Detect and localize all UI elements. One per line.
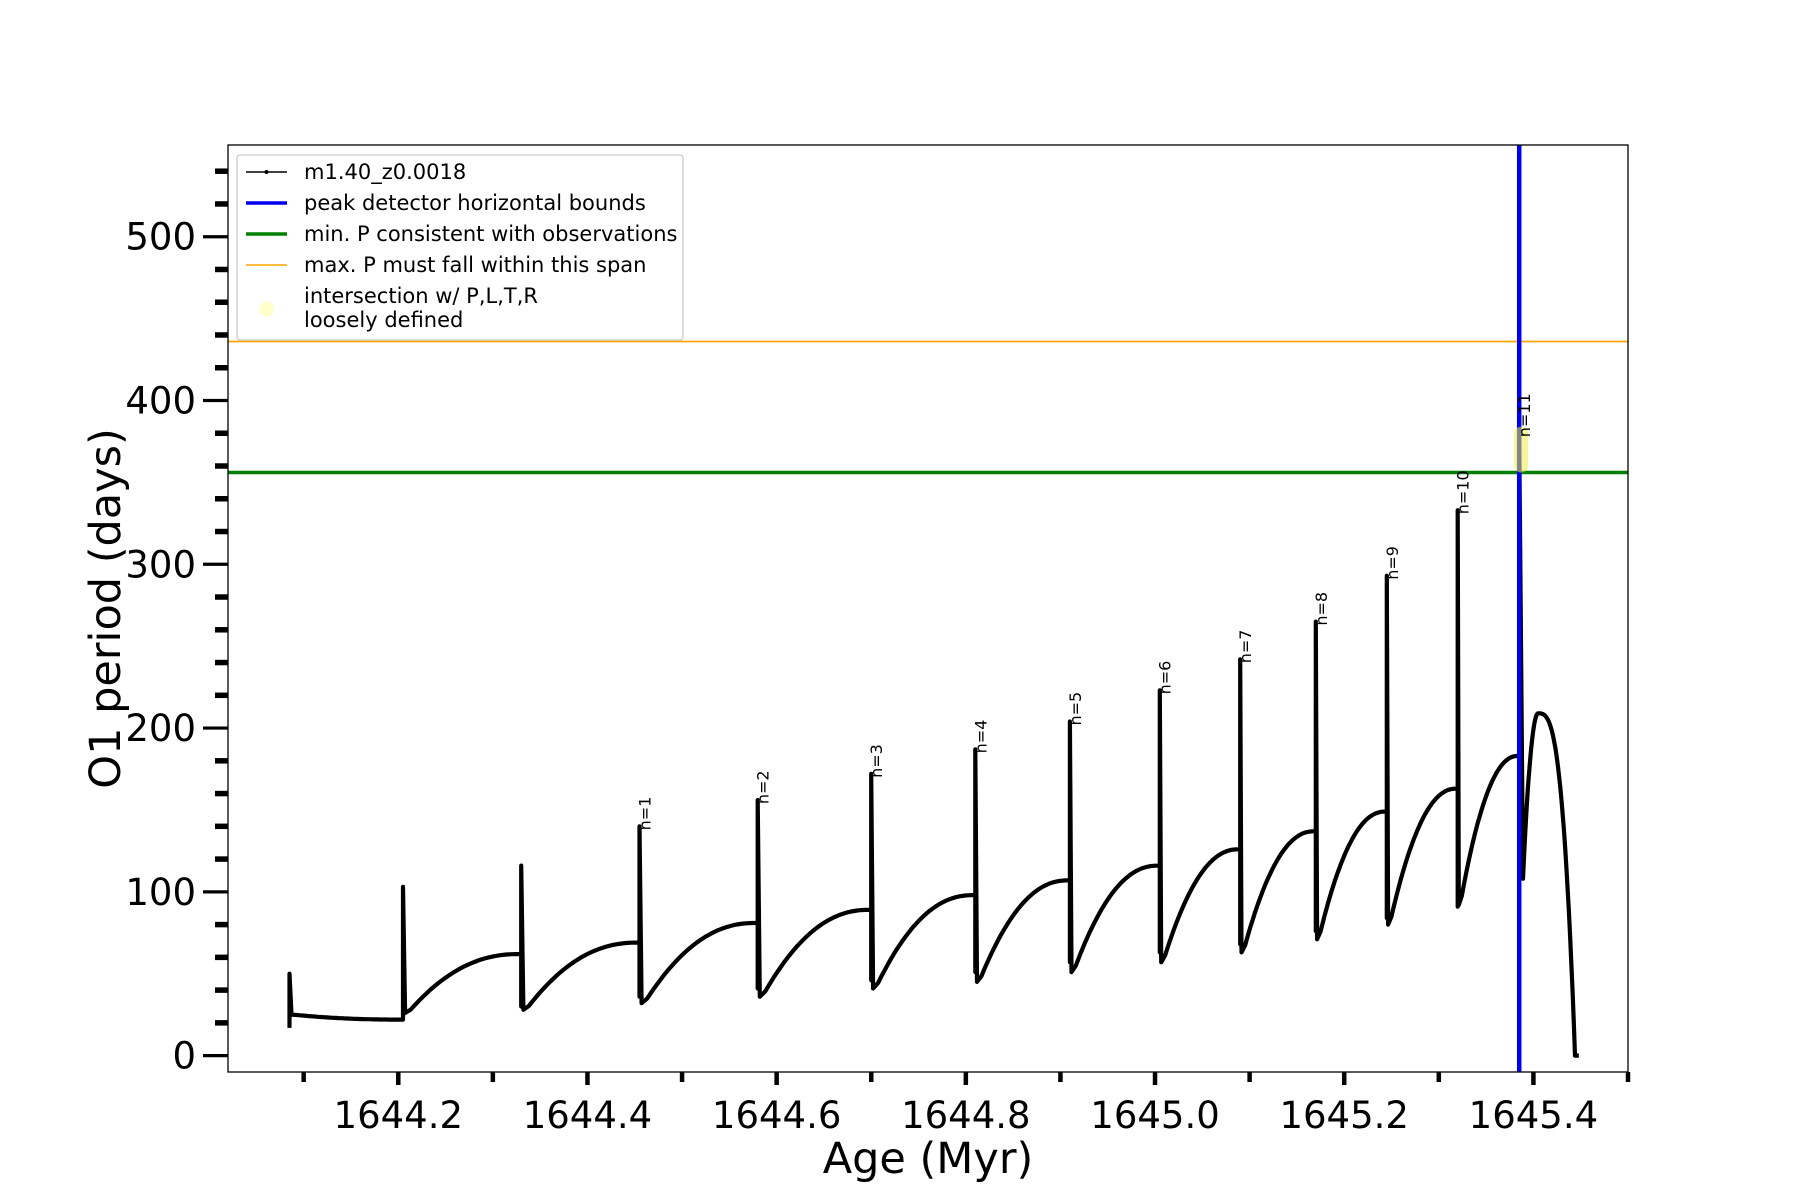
intersection-marker <box>1514 426 1529 473</box>
y-tick-label: 300 <box>125 543 196 586</box>
x-tick-label: 1645.0 <box>1090 1094 1219 1137</box>
y-tick-label: 200 <box>125 707 196 750</box>
x-axis: 1644.2 1644.4 1644.6 1644.8 1645.0 1645.2 1645… <box>301 1072 1631 1137</box>
x-tick-label: 1645.4 <box>1469 1094 1598 1137</box>
y-tick-label: 500 <box>125 216 196 259</box>
y-axis: 0 100 200 300 400 500 <box>125 168 228 1078</box>
legend-label-0: m1.40_z0.0018 <box>304 160 466 185</box>
peak-label-13: n=11 <box>1515 393 1534 437</box>
peak-labels: n=1 n=2 n=3 n=4 n=5 n=6 n=7 n=8 n=9 n=10 n=11 <box>635 393 1534 830</box>
x-tick-label: 1644.2 <box>334 1094 463 1137</box>
peak-label-9: n=7 <box>1236 630 1255 664</box>
legend-label-4-line2: loosely defined <box>304 308 463 332</box>
peak-label-5: n=3 <box>867 744 886 778</box>
y-tick-label: 100 <box>125 871 196 914</box>
peak-label-11: n=9 <box>1383 546 1402 580</box>
y-tick-label: 0 <box>172 1035 196 1078</box>
series-line <box>287 431 1579 1058</box>
legend-label-4: intersection w/ P,L,T,R <box>304 284 538 308</box>
legend-handle-4 <box>259 301 274 317</box>
x-tick-label: 1644.6 <box>712 1094 841 1137</box>
x-tick-label: 1645.2 <box>1279 1094 1408 1137</box>
legend-label-3: max. P must fall within this span <box>304 253 646 277</box>
x-tick-label: 1644.4 <box>523 1094 652 1137</box>
y-axis-label: O1 period (days) <box>81 428 131 789</box>
horizontal-lines <box>228 340 1628 475</box>
peak-label-12: n=10 <box>1454 470 1473 514</box>
x-tick-label: 1644.8 <box>901 1094 1030 1137</box>
plot-frame <box>227 144 1629 1073</box>
legend-marker <box>264 170 269 174</box>
intersection-highlight <box>1514 426 1529 473</box>
peak-label-10: n=8 <box>1312 592 1331 626</box>
peak-label-4: n=2 <box>754 770 773 804</box>
legend-box <box>236 154 684 341</box>
legend-label-1: peak detector horizontal bounds <box>304 191 646 215</box>
peak-label-6: n=4 <box>971 720 990 754</box>
peak-label-7: n=5 <box>1066 692 1085 726</box>
x-axis-label: Age (Myr) <box>823 1134 1034 1184</box>
peak-label-8: n=6 <box>1156 661 1175 695</box>
legend-label-2: min. P consistent with observations <box>304 222 677 246</box>
y-tick-label: 400 <box>125 379 196 422</box>
peak-label-3: n=1 <box>635 797 654 831</box>
